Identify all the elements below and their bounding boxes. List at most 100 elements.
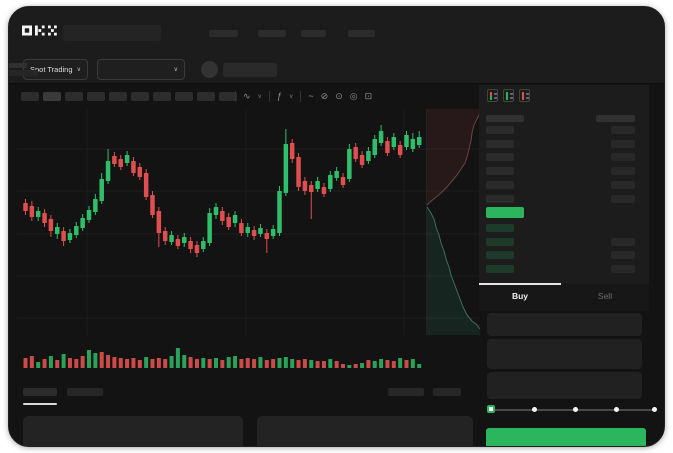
orderbook-bids-view-icon[interactable] bbox=[503, 89, 514, 102]
indicators-icon[interactable]: ƒ bbox=[276, 91, 282, 101]
order-amount-input[interactable] bbox=[487, 339, 642, 369]
price-bar-placeholder bbox=[486, 251, 514, 260]
slider-track[interactable] bbox=[487, 409, 653, 411]
orderbook-ask-row[interactable] bbox=[479, 153, 649, 162]
orderbook-panel: Buy Sell bbox=[479, 85, 649, 311]
chart-type-chevron-icon[interactable]: ∨ bbox=[257, 93, 262, 100]
timeframe-row bbox=[21, 92, 237, 101]
slider-stop[interactable] bbox=[532, 407, 537, 412]
slider-stop[interactable] bbox=[652, 407, 657, 412]
order-side-tabs: Buy Sell bbox=[479, 283, 649, 311]
order-total-input[interactable] bbox=[487, 372, 642, 399]
app-window: Spot Trading ∨ ∨ ∿ ∨ ƒ ∨ ~ ⊘ ⊙ ◎ ⊡ bbox=[8, 6, 665, 447]
orderbook-bid-row[interactable] bbox=[479, 251, 649, 260]
toolbar-divider bbox=[268, 91, 270, 102]
orderbook-ask-row[interactable] bbox=[479, 167, 649, 176]
amount-bar-placeholder bbox=[611, 251, 635, 260]
depth-chart bbox=[426, 109, 481, 335]
timeframe-button-placeholder[interactable] bbox=[21, 92, 39, 101]
timeframe-button-placeholder[interactable] bbox=[219, 92, 237, 101]
amount-bar-placeholder bbox=[611, 153, 635, 162]
top-header: Spot Trading ∨ ∨ bbox=[9, 7, 664, 84]
price-bar-placeholder bbox=[486, 139, 514, 148]
orderbook-view-switcher bbox=[487, 89, 530, 102]
volume-chart bbox=[23, 348, 422, 368]
amount-bar-placeholder bbox=[611, 265, 635, 274]
timeframe-button-placeholder[interactable] bbox=[87, 92, 105, 101]
slider-stop[interactable] bbox=[614, 407, 619, 412]
price-bar-placeholder bbox=[486, 167, 514, 176]
last-price-badge[interactable] bbox=[486, 207, 524, 218]
right-column: Buy Sell bbox=[479, 85, 664, 446]
slider-stop[interactable] bbox=[573, 407, 578, 412]
orderbook-bid-row[interactable] bbox=[479, 237, 649, 246]
orderbook-ask-row[interactable] bbox=[479, 194, 649, 203]
bottom-tab-placeholder[interactable] bbox=[433, 388, 461, 396]
chart-tools-row: ∿ ∨ ƒ ∨ ~ ⊘ ⊙ ◎ ⊡ bbox=[235, 90, 372, 103]
chevron-down-icon: ∨ bbox=[76, 66, 81, 73]
bottom-tab-placeholder[interactable] bbox=[67, 388, 103, 396]
amount-bar-placeholder bbox=[611, 126, 635, 134]
coin-avatar bbox=[201, 61, 218, 78]
orderbook-ask-row[interactable] bbox=[479, 126, 649, 134]
market-type-selector[interactable]: Spot Trading ∨ bbox=[23, 59, 88, 80]
chevron-down-icon: ∨ bbox=[173, 66, 178, 73]
toolbar-divider bbox=[300, 91, 302, 102]
tab-sell[interactable]: Sell bbox=[597, 291, 613, 301]
draw-tools-icon[interactable]: ⊘ bbox=[320, 91, 329, 101]
pair-name-placeholder bbox=[223, 63, 277, 77]
price-bar-placeholder bbox=[486, 224, 514, 232]
timeframe-button-placeholder[interactable] bbox=[65, 92, 83, 101]
timeframe-button-placeholder[interactable] bbox=[175, 92, 193, 101]
price-bar-placeholder bbox=[486, 180, 514, 189]
buy-submit-button[interactable] bbox=[486, 428, 646, 446]
toolbar-divider bbox=[235, 91, 236, 102]
orderbook-asks-view-icon[interactable] bbox=[519, 89, 530, 102]
price-bar-placeholder bbox=[486, 265, 514, 274]
price-bar-placeholder bbox=[486, 153, 514, 162]
pair-selector-dropdown[interactable]: ∨ bbox=[97, 59, 185, 80]
line-tools-icon[interactable]: ~ bbox=[308, 91, 314, 101]
timeframe-button-placeholder[interactable] bbox=[153, 92, 171, 101]
orderbook-combined-view-icon[interactable] bbox=[487, 89, 498, 102]
amount-bar-placeholder bbox=[611, 194, 635, 203]
orderbook-bid-row[interactable] bbox=[479, 224, 649, 232]
market-type-label: Spot Trading bbox=[30, 65, 73, 74]
price-bar-placeholder bbox=[486, 237, 514, 246]
buy-tab-active-indicator bbox=[479, 283, 561, 285]
amount-bar-placeholder bbox=[611, 139, 635, 148]
fullscreen-icon[interactable]: ⊡ bbox=[364, 91, 373, 101]
market-stat-placeholder bbox=[9, 63, 38, 76]
price-bar-placeholder bbox=[486, 126, 514, 134]
candlestick-chart[interactable] bbox=[17, 109, 479, 335]
nav-item-placeholder[interactable] bbox=[209, 30, 238, 37]
order-price-input[interactable] bbox=[487, 313, 642, 336]
nav-item-placeholder[interactable] bbox=[348, 30, 375, 37]
bottom-tab-active-indicator bbox=[23, 403, 57, 405]
timeframe-button-placeholder[interactable] bbox=[131, 92, 149, 101]
amount-bar-placeholder bbox=[611, 167, 635, 176]
slider-handle[interactable] bbox=[487, 405, 495, 413]
okx-logo-icon[interactable] bbox=[22, 25, 58, 36]
tab-buy[interactable]: Buy bbox=[511, 291, 529, 301]
amount-slider bbox=[483, 405, 657, 415]
orderbook-bid-row[interactable] bbox=[479, 265, 649, 274]
amount-bar-placeholder bbox=[611, 237, 635, 246]
bottom-tab-placeholder-active[interactable] bbox=[23, 388, 57, 396]
screenshot-icon[interactable]: ⊙ bbox=[335, 91, 343, 101]
bottom-tab-placeholder[interactable] bbox=[388, 388, 424, 396]
header-title-placeholder bbox=[63, 25, 161, 41]
chart-type-icon[interactable]: ∿ bbox=[243, 91, 251, 101]
orderbook-amount-header-placeholder bbox=[596, 115, 635, 122]
timeframe-button-placeholder-active[interactable] bbox=[43, 92, 61, 101]
orderbook-price-header-placeholder bbox=[486, 115, 524, 122]
timeframe-button-placeholder[interactable] bbox=[109, 92, 127, 101]
nav-item-placeholder[interactable] bbox=[301, 30, 326, 37]
indicators-chevron-icon[interactable]: ∨ bbox=[288, 93, 294, 100]
amount-bar-placeholder bbox=[611, 180, 635, 189]
timeframe-button-placeholder[interactable] bbox=[197, 92, 215, 101]
orderbook-ask-row[interactable] bbox=[479, 180, 649, 189]
settings-icon[interactable]: ◎ bbox=[349, 91, 358, 101]
nav-item-placeholder[interactable] bbox=[258, 30, 286, 37]
orderbook-ask-row[interactable] bbox=[479, 139, 649, 148]
